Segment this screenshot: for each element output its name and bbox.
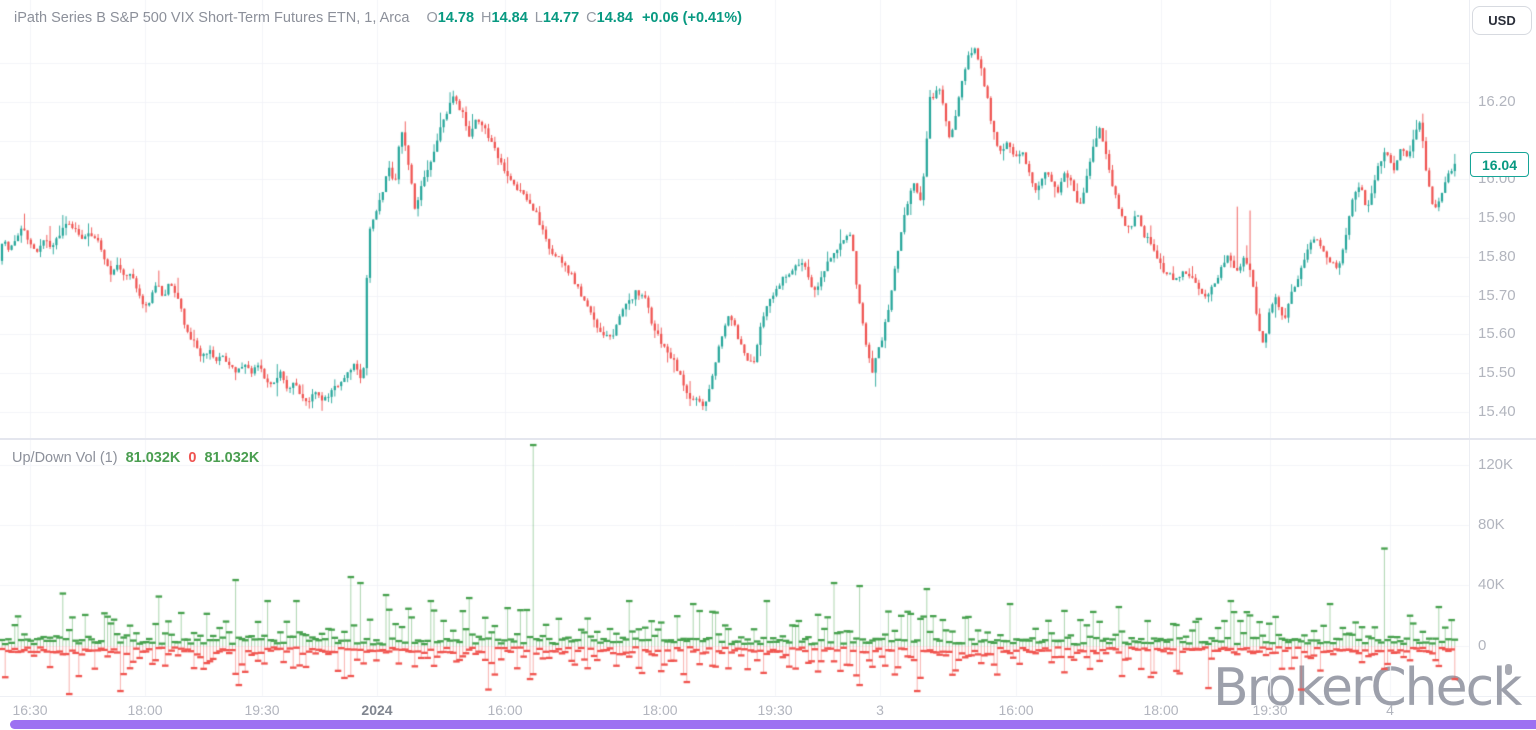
close-value: 14.84 xyxy=(596,10,633,26)
axis-scroll-thumb[interactable] xyxy=(1505,664,1512,675)
pane-separator[interactable] xyxy=(0,438,1536,440)
high-value: 14.84 xyxy=(491,10,528,26)
change-value: +0.06 (+0.41%) xyxy=(641,10,742,26)
currency-toggle-button[interactable]: USD xyxy=(1472,6,1532,35)
timeline-scrollbar[interactable] xyxy=(10,720,1536,729)
open-value: 14.78 xyxy=(437,10,475,26)
close-label: C xyxy=(586,10,597,26)
down-volume-value: 0 xyxy=(188,450,197,466)
volume-indicator-legend[interactable]: Up/Down Vol (1) 81.032K 0 81.032K xyxy=(12,450,259,466)
up-volume-value: 81.032K xyxy=(125,450,181,466)
symbol-title: iPath Series B S&P 500 VIX Short-Term Fu… xyxy=(14,10,410,26)
up-volume-value-2: 81.032K xyxy=(204,450,260,466)
high-label: H xyxy=(481,10,492,26)
ohlc-readout: O14.78 H14.84 L14.77 C14.84 xyxy=(419,10,633,26)
low-value: 14.77 xyxy=(542,10,580,26)
symbol-legend[interactable]: iPath Series B S&P 500 VIX Short-Term Fu… xyxy=(14,10,742,32)
volume-indicator-title: Up/Down Vol (1) xyxy=(12,450,118,466)
low-label: L xyxy=(534,10,543,26)
current-price-label: 16.04 xyxy=(1470,152,1529,177)
open-label: O xyxy=(426,10,438,26)
